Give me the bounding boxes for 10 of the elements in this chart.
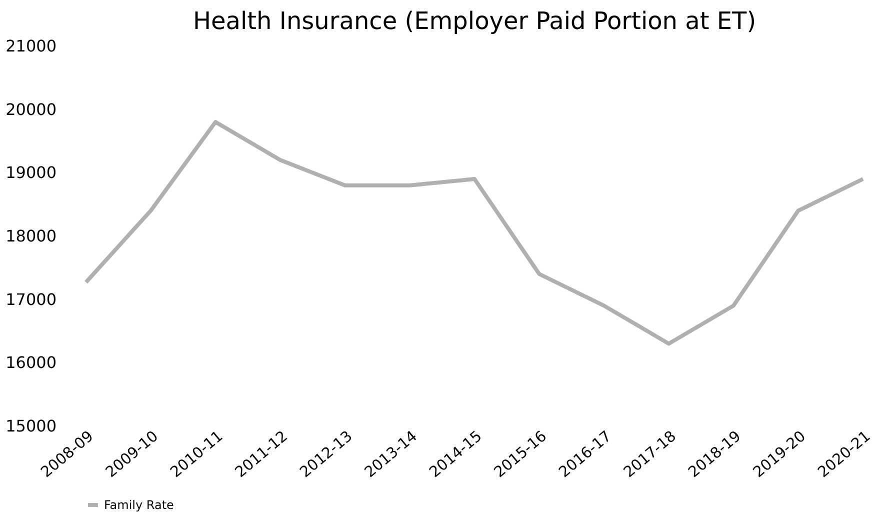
legend-label: Family Rate — [104, 498, 174, 512]
line-series — [84, 120, 865, 346]
y-tick-label: 16000 — [6, 353, 56, 372]
y-tick-label: 19000 — [6, 163, 56, 182]
y-tick-label: 15000 — [6, 416, 56, 436]
y-tick-label: 17000 — [6, 290, 56, 309]
chart-title: Health Insurance (Employer Paid Portion at ET) — [192, 7, 756, 35]
y-tick-label: 18000 — [6, 226, 56, 246]
y-tick-label: 21000 — [6, 36, 56, 56]
y-tick-label: 20000 — [6, 100, 56, 119]
